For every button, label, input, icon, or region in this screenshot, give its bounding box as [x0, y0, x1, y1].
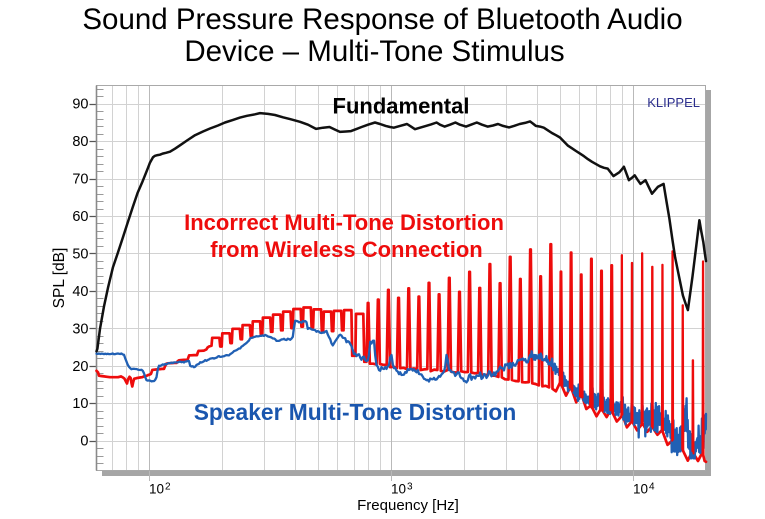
svg-text:from Wireless Connection: from Wireless Connection — [210, 237, 482, 262]
svg-text:104: 104 — [633, 481, 655, 496]
svg-text:30: 30 — [72, 321, 88, 337]
svg-text:0: 0 — [80, 434, 88, 450]
svg-text:102: 102 — [149, 481, 171, 496]
svg-text:Frequency [Hz]: Frequency [Hz] — [357, 497, 459, 514]
svg-text:40: 40 — [72, 284, 88, 300]
svg-text:70: 70 — [72, 172, 88, 188]
svg-text:Fundamental: Fundamental — [333, 94, 470, 119]
svg-text:KLIPPEL: KLIPPEL — [647, 95, 700, 110]
svg-text:60: 60 — [72, 209, 88, 225]
svg-text:20: 20 — [72, 359, 88, 375]
svg-text:80: 80 — [72, 134, 88, 150]
svg-text:10: 10 — [72, 396, 88, 412]
svg-text:SPL [dB]: SPL [dB] — [51, 248, 68, 309]
svg-text:90: 90 — [72, 97, 88, 113]
svg-text:Speaker Multi-Tone Distortion: Speaker Multi-Tone Distortion — [194, 399, 517, 425]
svg-text:50: 50 — [72, 246, 88, 262]
svg-text:Incorrect Multi-Tone Distortio: Incorrect Multi-Tone Distortion — [184, 210, 504, 235]
svg-text:103: 103 — [391, 481, 413, 496]
